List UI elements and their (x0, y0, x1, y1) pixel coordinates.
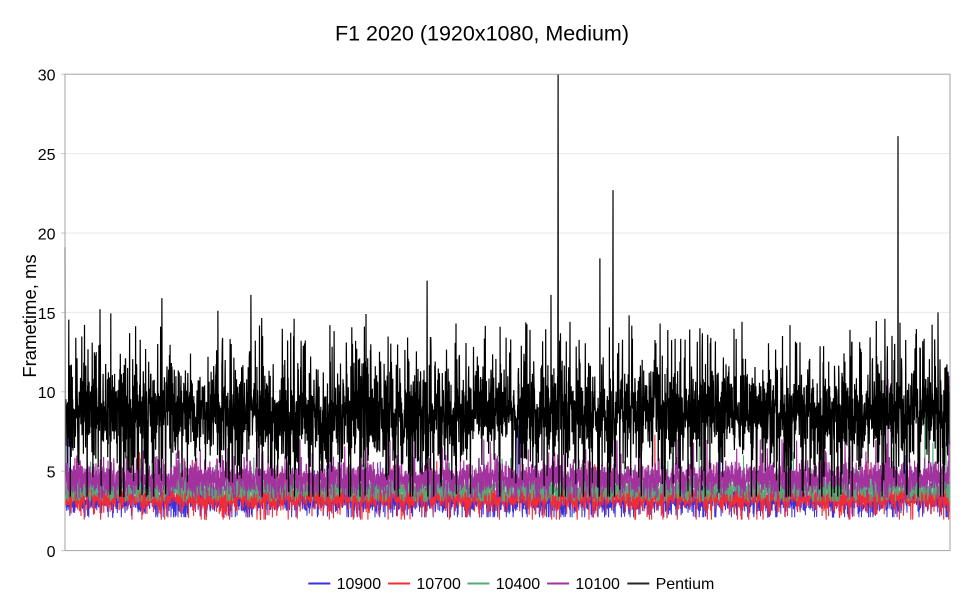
svg-text:25: 25 (38, 147, 56, 164)
svg-text:20: 20 (38, 226, 56, 243)
svg-text:30: 30 (38, 68, 56, 85)
svg-text:10: 10 (38, 385, 56, 402)
svg-text:15: 15 (38, 306, 56, 323)
svg-text:10100: 10100 (575, 576, 620, 593)
svg-text:F1 2020 (1920x1080, Medium): F1 2020 (1920x1080, Medium) (335, 22, 629, 46)
svg-text:5: 5 (47, 465, 56, 482)
svg-text:Pentium: Pentium (656, 576, 715, 593)
svg-text:10700: 10700 (416, 576, 461, 593)
svg-text:0: 0 (47, 544, 56, 561)
svg-text:10900: 10900 (337, 576, 382, 593)
svg-text:10400: 10400 (496, 576, 541, 593)
svg-text:Frametime, ms: Frametime, ms (19, 254, 40, 377)
